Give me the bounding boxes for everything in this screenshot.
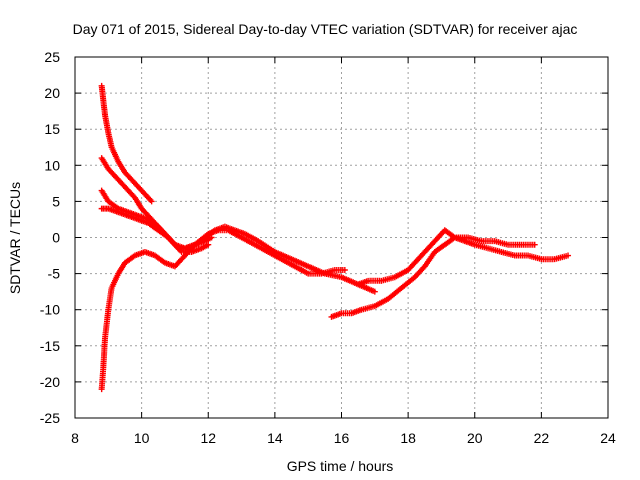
data-point-band: [413, 264, 427, 279]
data-point: [148, 198, 155, 205]
data-point-band: [183, 243, 197, 258]
data-point-band: [146, 217, 160, 229]
data-point-band: [256, 239, 277, 254]
data-point-band: [393, 267, 410, 280]
y-tick-label: 20: [44, 85, 60, 101]
data-point-band: [340, 274, 360, 287]
y-tick-label: -15: [40, 338, 60, 354]
data-point-band: [156, 228, 170, 240]
data-point-band: [102, 308, 112, 340]
data-point-band: [153, 253, 167, 265]
y-tick-label: 25: [44, 49, 60, 65]
x-tick-label: 8: [71, 430, 79, 446]
data-point-band: [123, 170, 137, 185]
data-point-band: [116, 160, 127, 174]
data-point-band: [426, 235, 440, 250]
x-tick-label: 24: [600, 430, 616, 446]
data-point-band: [100, 337, 108, 369]
data-point: [371, 288, 378, 295]
data-point-band: [203, 235, 213, 244]
data-point-band: [100, 205, 110, 212]
x-tick-label: 16: [334, 430, 350, 446]
y-tick-label: -25: [40, 410, 60, 426]
x-tick-label: 12: [200, 430, 216, 446]
data-point-band: [373, 296, 390, 309]
y-tick-label: 0: [52, 230, 60, 246]
data-point-band: [109, 146, 121, 163]
series-track-g: [355, 227, 538, 288]
y-tick-label: 10: [44, 157, 60, 173]
data-point-band: [173, 253, 187, 268]
data-point-band: [146, 221, 160, 233]
y-tick-label: 5: [52, 193, 60, 209]
data-point-band: [433, 242, 447, 254]
data-point-band: [243, 231, 260, 244]
marker-layer: [98, 82, 572, 393]
data-point-band: [386, 286, 403, 301]
x-tick-label: 20: [467, 430, 483, 446]
data-point-band: [99, 189, 111, 203]
data-point: [205, 241, 212, 248]
data-point-band: [105, 287, 115, 311]
data-point-band: [293, 264, 310, 276]
data-point: [341, 266, 348, 273]
data-point-band: [106, 199, 120, 211]
data-point-band: [253, 242, 270, 254]
data-point-band: [416, 246, 430, 261]
series-track-a: [98, 82, 155, 205]
data-point-band: [98, 366, 107, 391]
data-point-band: [280, 257, 297, 269]
data-point-band: [123, 253, 137, 265]
data-point-band: [443, 228, 457, 240]
x-tick-label: 18: [400, 430, 416, 446]
data-point-band: [266, 249, 283, 262]
data-point-band: [226, 228, 243, 240]
data-point-band: [132, 196, 144, 211]
x-axis-label: GPS time / hours: [287, 458, 394, 474]
grid-layer: [75, 57, 608, 418]
data-point: [531, 241, 538, 248]
data-point-band: [106, 167, 117, 178]
data-point-band: [133, 181, 144, 193]
data-point-band: [200, 242, 210, 251]
x-tick-label: 14: [267, 430, 283, 446]
data-point-band: [109, 272, 121, 290]
data-point-band: [99, 156, 111, 171]
data-point-band: [113, 174, 127, 189]
y-axis-label: SDTVAR / TECUs: [7, 182, 23, 294]
data-point: [565, 252, 572, 259]
data-point-band: [240, 235, 257, 247]
y-tick-label: -20: [40, 374, 60, 390]
data-point-band: [422, 250, 437, 268]
data-point-band: [399, 275, 417, 290]
data-point-band: [406, 257, 420, 272]
data-point-band: [123, 185, 137, 200]
data-point-band: [273, 249, 293, 262]
tick-layer: 8 10 12 14 16 18 20 22 24 25 20 15 10 5 0 -5 -10 -15 -20 -2…: [40, 49, 616, 446]
x-tick-label: 22: [534, 430, 550, 446]
y-tick-label: -10: [40, 302, 60, 318]
chart-title: Day 071 of 2015, Sidereal Day-to-day VTE…: [73, 21, 578, 37]
data-point-band: [139, 188, 154, 203]
x-tick-label: 10: [134, 430, 150, 446]
data-point-band: [193, 232, 210, 247]
data-point-band: [116, 261, 127, 276]
data-point-band: [166, 235, 177, 247]
series-track-f: [328, 234, 572, 320]
y-tick-label: 15: [44, 121, 60, 137]
series-track-e: [98, 227, 348, 393]
y-tick-label: -5: [48, 266, 61, 282]
